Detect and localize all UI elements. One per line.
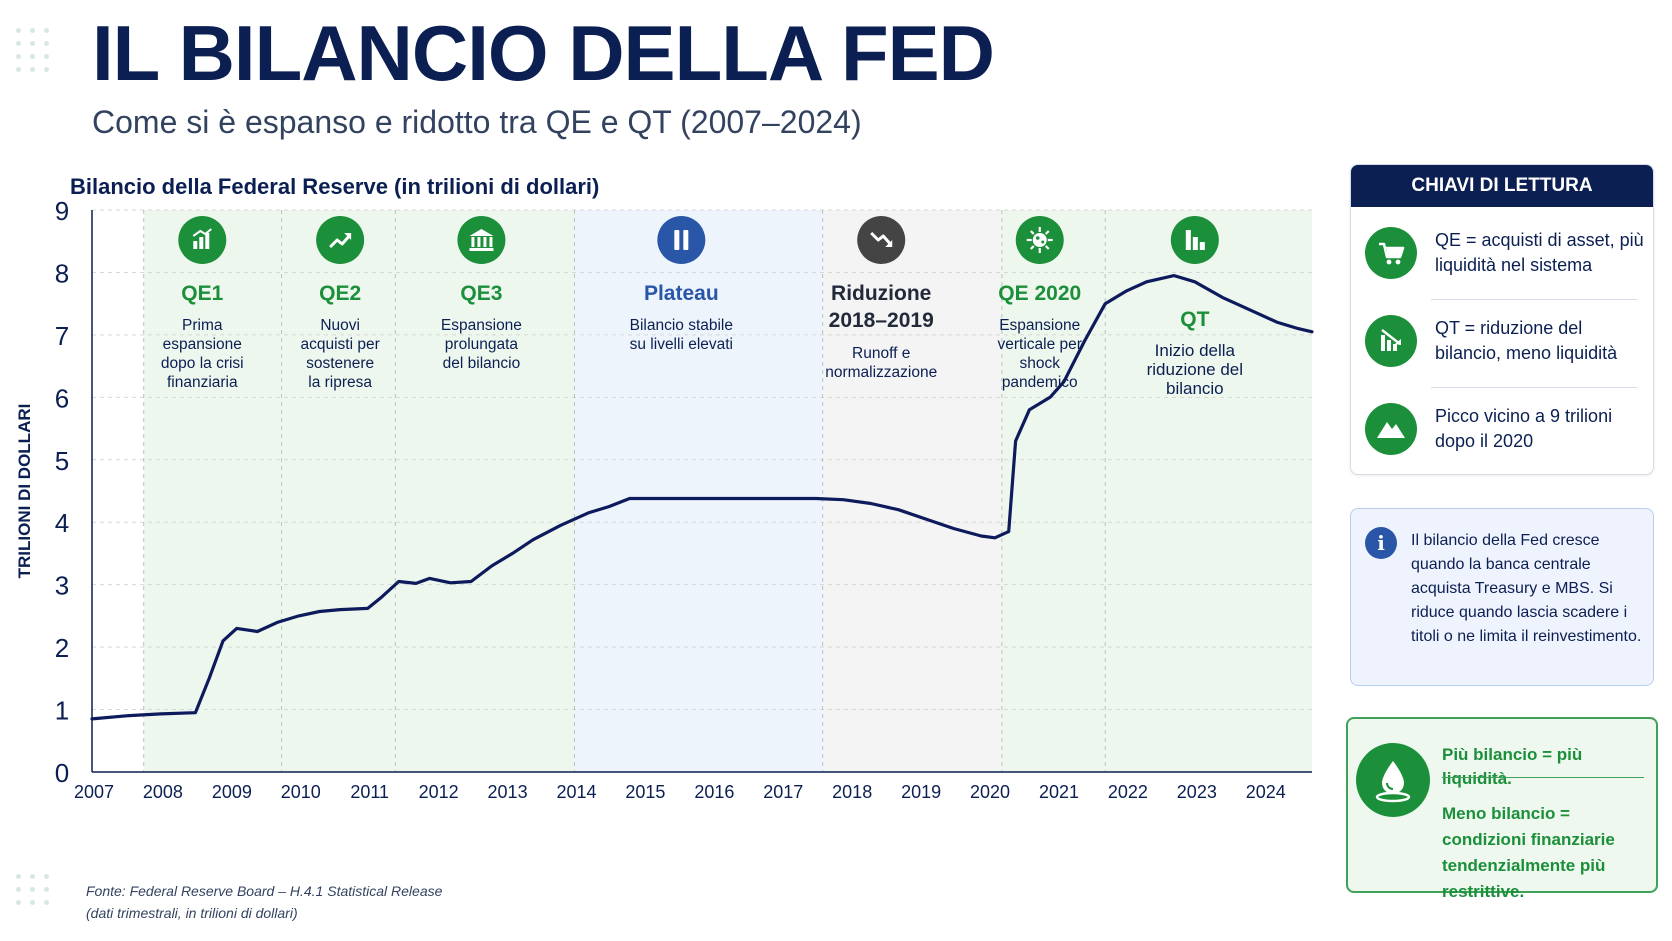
liquidity-note-card: Più bilancio = più liquidità. Meno bilan…: [1346, 717, 1658, 901]
decor-dots-bottom: [16, 874, 56, 905]
legend-item-text: QE = acquisti di asset, più liquidità ne…: [1435, 230, 1644, 275]
phase-desc-qe2020: Espansione verticale per shock pandemico: [998, 317, 1082, 391]
x-tick-label: 2010: [281, 782, 321, 802]
phase-band-qt: [1105, 210, 1312, 772]
legend-divider: [1431, 299, 1637, 300]
phase-label-qt: QT: [1180, 308, 1209, 331]
trend-down-icon: [857, 216, 906, 264]
y-tick-label: 2: [55, 633, 69, 663]
note-divider: [1442, 777, 1644, 778]
virus-icon: [1015, 216, 1064, 264]
x-tick-label: 2018: [832, 782, 872, 802]
x-tick-label: 2011: [350, 782, 389, 802]
phase-desc-plateau: Bilancio stabile su livelli elevati: [630, 317, 733, 353]
phase-label-qe3: QE3: [460, 282, 502, 305]
bars-down-icon: [1365, 315, 1417, 367]
x-tick-label: 2020: [970, 782, 1010, 802]
x-tick-label: 2016: [694, 782, 734, 802]
phase-label-qe1: QE1: [181, 282, 223, 305]
drop-icon: [1356, 743, 1430, 817]
phase-desc-qe2: Nuovi acquisti per sostenere la ripresa: [301, 317, 380, 391]
note-line-2: Meno bilancio = condizioni finanziarie t…: [1442, 804, 1615, 901]
y-tick-label: 9: [55, 200, 69, 226]
x-tick-label: 2013: [488, 782, 528, 802]
chart-up-icon: [178, 216, 227, 264]
x-tick-label: 2017: [763, 782, 803, 802]
y-tick-label: 1: [55, 696, 69, 726]
phase-band-qe2020: [1001, 210, 1106, 772]
x-tick-label: 2007: [74, 782, 114, 802]
cart-icon: [1365, 227, 1417, 279]
note-line-1: Più bilancio = più liquidità.: [1442, 745, 1583, 788]
balance-sheet-chart: 0 1 2 3 4 5 6 7 8 9 2007 2008 2009 2010 2011 2012 2013 20…: [15, 200, 1314, 802]
info-icon: i: [1365, 527, 1397, 559]
y-tick-label: 6: [55, 383, 69, 413]
phase-band-qe2: [281, 210, 396, 772]
y-tick-label: 8: [55, 258, 69, 288]
y-axis-title: TRILIONI DI DOLLARI: [15, 404, 34, 579]
x-tick-label: 2024: [1246, 782, 1286, 802]
phase-desc-qt: Inizio della riduzione del bilancio: [1147, 341, 1243, 398]
legend-item-text: Picco vicino a 9 trilioni dopo il 2020: [1435, 406, 1613, 451]
legend-item-peak: Picco vicino a 9 trilioni dopo il 2020: [1365, 403, 1647, 455]
y-tick-label: 5: [55, 446, 69, 476]
phase-desc-qe1: Prima espansione dopo la crisi finanziaria: [161, 317, 244, 391]
legend-card: CHIAVI DI LETTURA QE = acquisti di asset…: [1350, 164, 1654, 475]
x-tick-label: 2021: [1039, 782, 1079, 802]
phase-desc-riduzione: Runoff e normalizzazione: [825, 345, 937, 381]
source-line-1: Fonte: Federal Reserve Board – H.4.1 Sta…: [86, 883, 443, 899]
x-tick-label: 2012: [419, 782, 459, 802]
x-tick-label: 2022: [1108, 782, 1148, 802]
x-tick-label: 2009: [212, 782, 252, 802]
x-tick-label: 2019: [901, 782, 941, 802]
phase-label-qe2: QE2: [319, 282, 361, 305]
x-tick-label: 2023: [1177, 782, 1217, 802]
y-tick-label: 0: [55, 758, 69, 788]
legend-item-qe: QE = acquisti di asset, più liquidità ne…: [1365, 227, 1647, 279]
phase-desc-qe3: Espansione prolungata del bilancio: [441, 317, 522, 372]
source-note: Fonte: Federal Reserve Board – H.4.1 Sta…: [86, 880, 442, 924]
y-tick-label: 3: [55, 571, 69, 601]
mountain-icon: [1365, 403, 1417, 455]
phase-band-riduzione: [822, 210, 1002, 772]
y-tick-label: 4: [55, 508, 69, 538]
phase-label-qe2020: QE 2020: [998, 282, 1081, 305]
info-text: Il bilancio della Fed cresce quando la b…: [1411, 532, 1642, 645]
bars-down-icon: [1170, 216, 1219, 264]
source-line-2: (dati trimestrali, in trilioni di dollar…: [86, 905, 298, 921]
phase-band-plateau: [574, 210, 823, 772]
trend-up-icon: [316, 216, 365, 264]
balance-line: [90, 274, 1314, 721]
page-subtitle: Come si è espanso e ridotto tra QE e QT …: [92, 104, 862, 140]
legend-title: CHIAVI DI LETTURA: [1351, 165, 1653, 207]
x-tick-label: 2015: [625, 782, 665, 802]
info-card: i Il bilancio della Fed cresce quando la…: [1350, 508, 1654, 686]
phase-band-qe3: [395, 210, 575, 772]
legend-item-text: QT = riduzione del bilancio, meno liquid…: [1435, 318, 1618, 363]
legend-divider: [1431, 387, 1637, 388]
pause-icon: [657, 216, 706, 264]
chart-title: Bilancio della Federal Reserve (in trili…: [70, 174, 600, 199]
phase-band-qe1: [143, 210, 282, 772]
y-tick-label: 7: [55, 321, 69, 351]
legend-item-qt: QT = riduzione del bilancio, meno liquid…: [1365, 315, 1647, 367]
x-tick-label: 2008: [143, 782, 183, 802]
x-tick-label: 2014: [556, 782, 596, 802]
page-title: IL BILANCIO DELLA FED: [92, 9, 995, 97]
bank-icon: [457, 216, 506, 264]
decor-dots-top: [16, 28, 56, 72]
phase-label-riduzione: Riduzione 2018–2019: [829, 282, 934, 332]
phase-label-plateau: Plateau: [644, 282, 719, 305]
